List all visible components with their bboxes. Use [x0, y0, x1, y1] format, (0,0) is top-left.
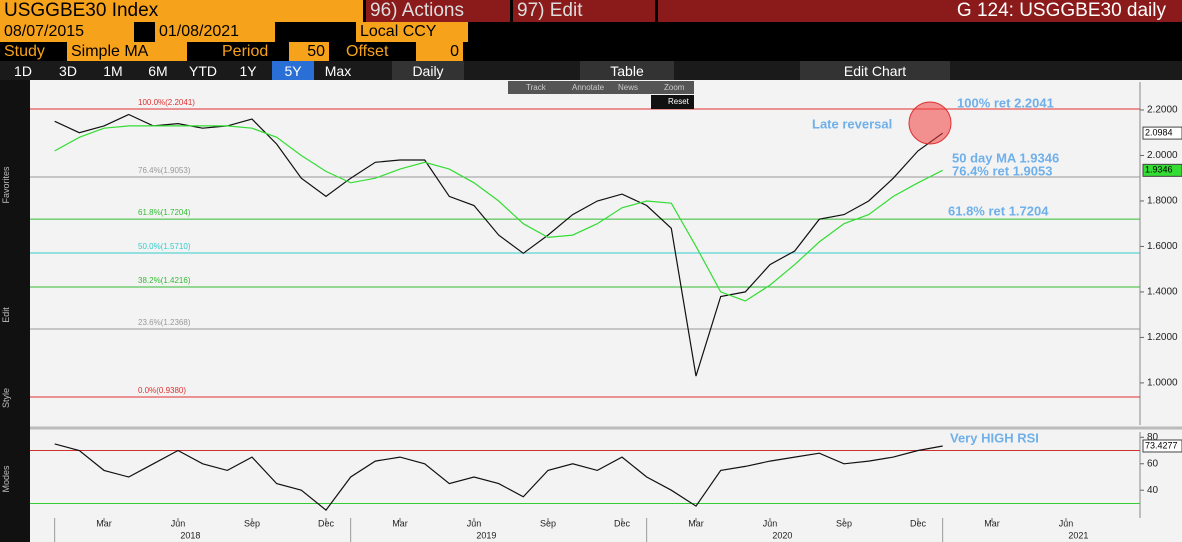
chart-tools: Track Annotate News Zoom Reset	[508, 81, 694, 109]
chart-tool[interactable]: News	[618, 83, 638, 92]
currency[interactable]: Local CCY	[356, 22, 468, 42]
page-title: G 124: USGGBE30 daily	[658, 0, 1182, 22]
level-label: 0.0%(0.9380)	[138, 386, 186, 395]
level-label: 76.4%(1.9053)	[138, 166, 191, 175]
last-value-tag: 1.9346	[1142, 163, 1182, 177]
x-tick-label: Mar	[392, 518, 408, 528]
range-button[interactable]: 1M	[103, 62, 123, 79]
x-tick-label: Jun	[1059, 518, 1074, 528]
last-value-box	[1142, 126, 1182, 140]
x-tick-label: Jun	[171, 518, 186, 528]
x-tick-label: Mar	[984, 518, 1000, 528]
level-label: 100.0%(2.2041)	[138, 98, 195, 107]
level-label: 23.6%(1.2368)	[138, 318, 191, 327]
y-tick-label: 1.2000	[1147, 332, 1178, 343]
frequency[interactable]: Daily	[392, 61, 464, 80]
start-date[interactable]: 08/07/2015	[0, 22, 134, 42]
year-label: 2020	[772, 530, 792, 540]
y-tick-label: 1.8000	[1147, 196, 1178, 207]
last-value-box	[1142, 163, 1182, 177]
y-tick-label: 2.2000	[1147, 105, 1178, 116]
study-label: Study	[4, 42, 45, 60]
last-value-label: 1.9346	[1145, 165, 1173, 175]
last-value-label: 2.0984	[1145, 127, 1173, 137]
series-line	[54, 113, 944, 377]
annotation: 76.4% ret 1.9053	[952, 163, 1052, 178]
last-value-label: 73.4277	[1145, 440, 1178, 450]
range-button[interactable]: 1Y	[239, 62, 257, 79]
last-value-tag: 73.4277	[1142, 439, 1182, 453]
range-button[interactable]: Max	[324, 62, 352, 79]
y-tick-label: 1.0000	[1147, 378, 1178, 389]
date-bar: 08/07/2015 01/08/2021 Local CCY	[0, 22, 1182, 42]
study[interactable]: Simple MA	[67, 42, 187, 61]
level-label: 61.8%(1.7204)	[138, 208, 191, 217]
period[interactable]: 50	[289, 42, 329, 61]
y-tick-label: 80	[1147, 432, 1159, 443]
offset[interactable]: 0	[416, 42, 463, 61]
year-label: 2019	[476, 530, 496, 540]
period-label: Period	[222, 42, 269, 60]
x-tick-label: Sep	[244, 518, 260, 528]
reset-bg	[651, 95, 694, 109]
tools-bg	[508, 81, 694, 94]
x-tick-label: Dec	[614, 518, 631, 528]
year-label: 2018	[180, 530, 200, 540]
chart-tool[interactable]: Annotate	[572, 83, 605, 92]
annotation: 100% ret 2.2041	[957, 95, 1054, 110]
end-date[interactable]: 01/08/2021	[155, 22, 275, 42]
security[interactable]: USGGBE30 Index	[0, 0, 363, 22]
range-button[interactable]: 3D	[59, 62, 77, 79]
chart: 1.0000 1.2000 1.4000 1.6000 1.8000 2.0000 2.20…	[30, 80, 1182, 542]
reset-button[interactable]: Reset	[668, 97, 690, 106]
edit-menu[interactable]: 97) Edit	[513, 0, 655, 22]
x-tick-label: Jun	[763, 518, 778, 528]
y-tick-label: 60	[1147, 458, 1159, 469]
x-tick-label: Sep	[540, 518, 556, 528]
study-bar: Study Simple MA Period 50 Offset 0	[0, 42, 1182, 61]
x-tick-label: Dec	[318, 518, 335, 528]
y-tick-label: 1.4000	[1147, 287, 1178, 298]
offset-label: Offset	[346, 42, 389, 60]
last-value-tag: 2.0984	[1142, 126, 1182, 140]
range-button[interactable]: 1D	[14, 62, 32, 79]
x-tick-label: Sep	[836, 518, 852, 528]
chart-tool[interactable]: Zoom	[664, 83, 685, 92]
annotation: Late reversal	[812, 116, 892, 131]
series-line	[54, 443, 943, 511]
x-tick-label: Mar	[96, 518, 112, 528]
x-tick-label: Mar	[688, 518, 704, 528]
range-button[interactable]: 5Y	[272, 61, 314, 80]
year-label: 2021	[1068, 530, 1088, 540]
x-tick-label: Dec	[910, 518, 927, 528]
edit-chart-button[interactable]: Edit Chart	[800, 61, 950, 80]
toolbar: Daily Table Edit Chart 1D 3D 1M 6M YTD 1Y 5Y Ma…	[0, 61, 1182, 80]
y-tick-label: 40	[1147, 485, 1159, 496]
range-button[interactable]: YTD	[189, 62, 217, 79]
range-button[interactable]: 6M	[148, 62, 168, 79]
annotation: 61.8% ret 1.7204	[948, 203, 1049, 218]
header-bar: USGGBE30 Index 96) Actions 97) Edit G 12…	[0, 0, 1182, 22]
y-tick-label: 2.0000	[1147, 150, 1178, 161]
series-line	[54, 125, 943, 302]
y-tick-label: 1.6000	[1147, 241, 1178, 252]
actions-menu[interactable]: 96) Actions	[366, 0, 510, 22]
annotation: 50 day MA 1.9346	[952, 150, 1059, 165]
level-label: 50.0%(1.5710)	[138, 242, 191, 251]
last-value-box	[1142, 439, 1182, 453]
level-label: 38.2%(1.4216)	[138, 276, 191, 285]
sidebar: Favorites Edit Style Modes	[0, 80, 30, 542]
plot-background	[30, 80, 1182, 542]
x-tick-label: Jun	[467, 518, 482, 528]
table-button[interactable]: Table	[580, 61, 674, 80]
chart-tool[interactable]: Track	[526, 83, 547, 92]
annotation: Very HIGH RSI	[950, 430, 1039, 445]
highlight-circle	[908, 101, 952, 145]
